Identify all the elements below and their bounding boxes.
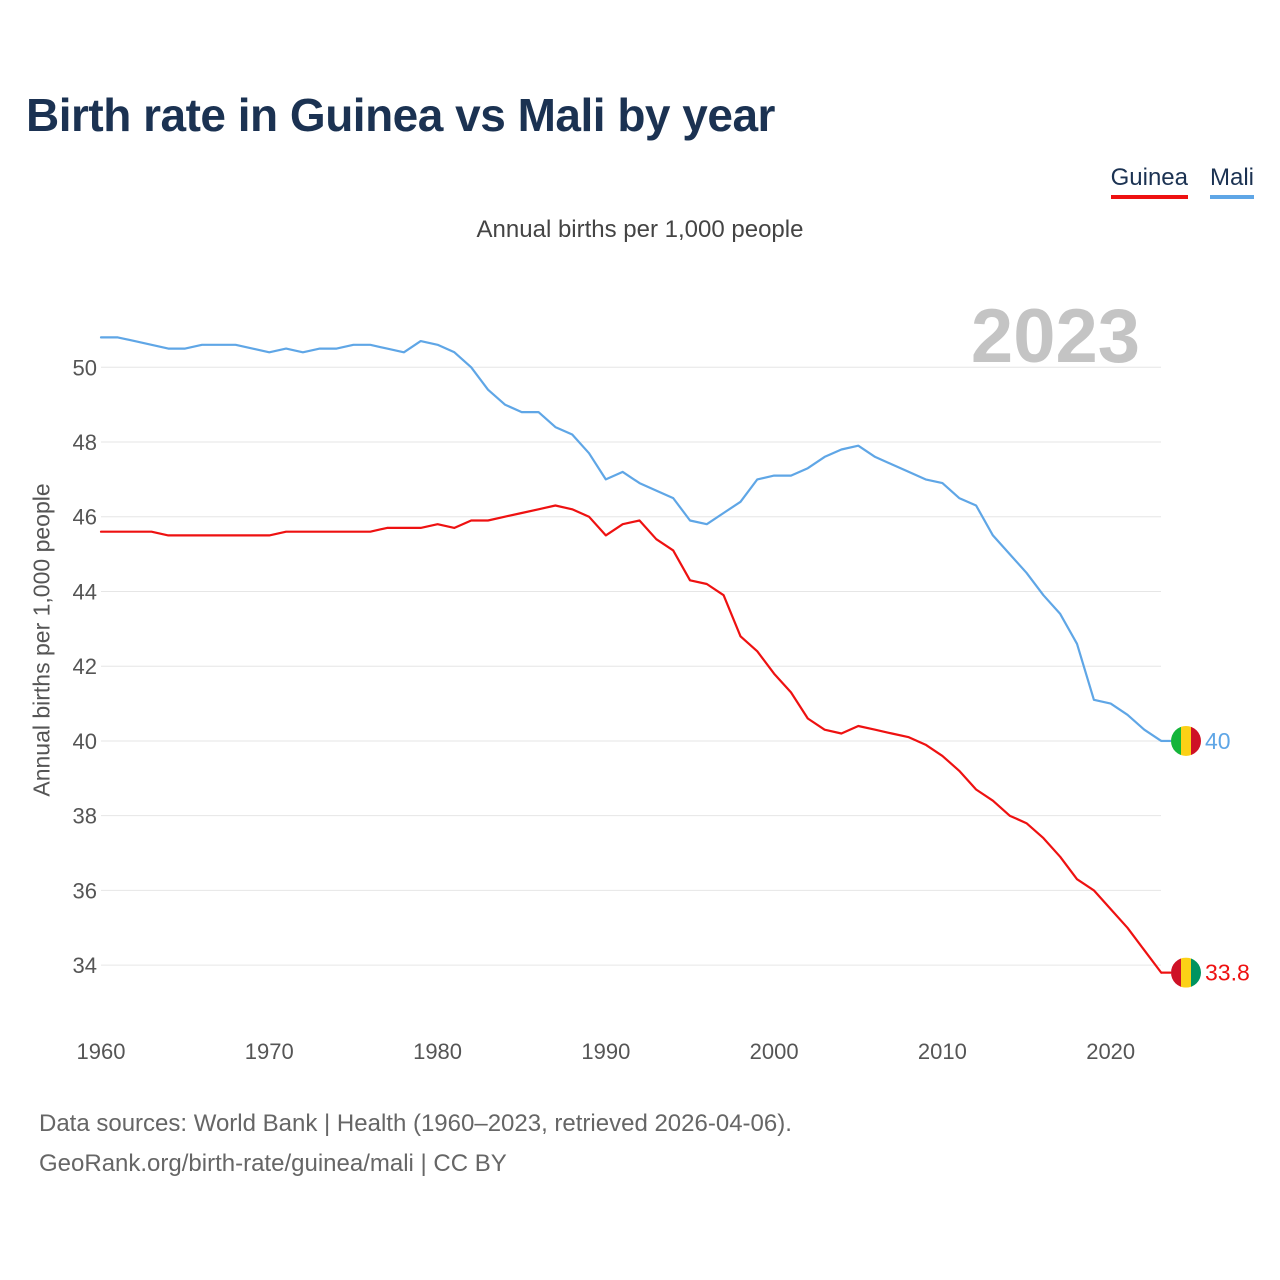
series-line-mali[interactable] (99, 336, 1163, 743)
y-tick-label: 46 (73, 505, 97, 530)
x-tick-label: 2020 (1086, 1039, 1135, 1064)
x-tick-label: 2010 (918, 1039, 967, 1064)
y-tick-label: 38 (73, 804, 97, 829)
guinea-end-value: 33.8 (1205, 960, 1250, 986)
x-axis-ticks: 1960 1970 1980 1990 2000 2010 2020 (77, 1039, 1136, 1064)
y-tick-label: 42 (73, 654, 97, 679)
chart-subtitle: Annual births per 1,000 people (476, 216, 804, 243)
x-tick-label: 1960 (77, 1039, 126, 1064)
y-tick-label: 50 (73, 355, 97, 380)
y-tick-label: 44 (73, 579, 97, 604)
mali-flag-icon (1171, 725, 1201, 756)
footer-url: GeoRank.org/birth-rate/guinea/mali | CC … (39, 1150, 507, 1177)
guinea-flag-icon (1171, 957, 1201, 988)
legend-item-mali[interactable]: Mali (1209, 164, 1254, 199)
x-tick-label: 1980 (413, 1039, 462, 1064)
grid-lines (101, 366, 1161, 966)
y-tick-label: 40 (73, 729, 97, 754)
year-watermark: 2023 (971, 294, 1140, 379)
footer: Data sources: World Bank | Health (1960–… (39, 1104, 792, 1184)
legend: Guinea Mali (1110, 164, 1254, 199)
footer-source: Data sources: World Bank | Health (1960–… (39, 1110, 792, 1137)
y-tick-label: 36 (73, 878, 97, 903)
series-line-guinea[interactable] (99, 504, 1163, 974)
mali-end-value: 40 (1205, 728, 1231, 754)
x-tick-label: 2000 (750, 1039, 799, 1064)
series-lines (99, 336, 1163, 974)
line-chart: 34 36 38 40 42 44 46 48 50 1960 1970 1980 1990 2000 2… (73, 294, 1250, 1064)
x-tick-label: 1970 (245, 1039, 294, 1064)
y-tick-label: 48 (73, 430, 97, 455)
chart-title: Birth rate in Guinea vs Mali by year (26, 89, 775, 141)
series-end-markers: 33.8 40 (1161, 725, 1250, 988)
y-tick-label: 34 (73, 953, 97, 978)
y-axis-ticks: 34 36 38 40 42 44 46 48 50 (73, 355, 97, 978)
legend-item-guinea[interactable]: Guinea (1110, 164, 1188, 199)
x-tick-label: 1990 (581, 1039, 630, 1064)
